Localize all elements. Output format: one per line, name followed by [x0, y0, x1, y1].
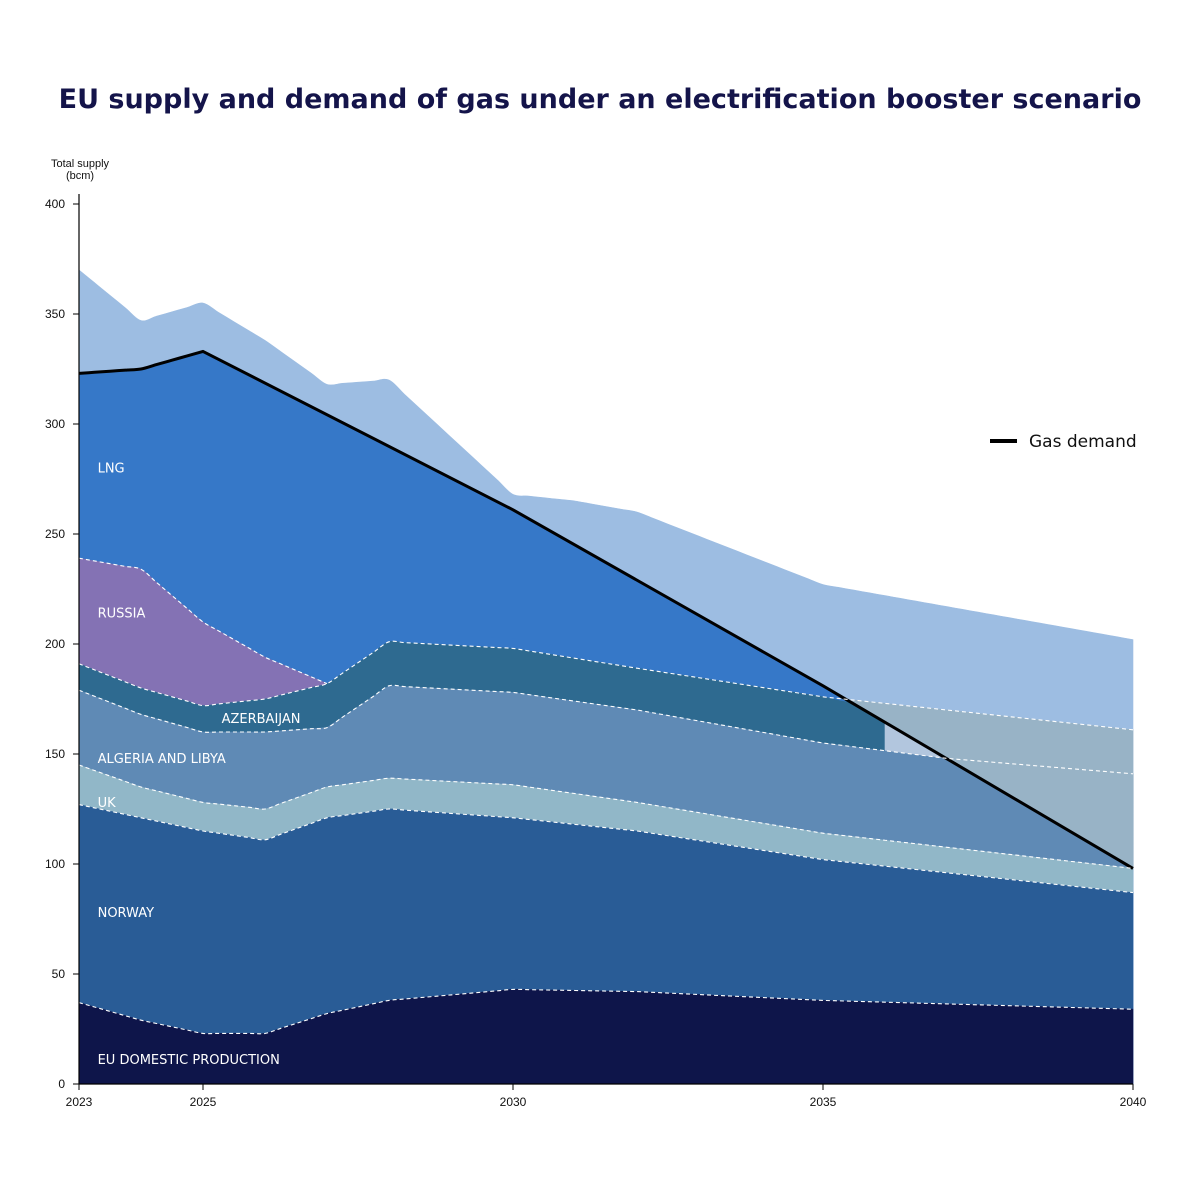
- dashed-line-azerbaijan-top: [78, 640, 1134, 731]
- gas-demand-line: [78, 349, 1134, 870]
- y-tick-label: 100: [45, 857, 65, 871]
- y-tick-label: 250: [45, 527, 65, 541]
- x-tick-label: 2040: [1120, 1095, 1147, 1109]
- x-tick-label: 2025: [190, 1095, 217, 1109]
- x-tick-label: 2023: [66, 1095, 93, 1109]
- chart-title: EU supply and demand of gas under an ele…: [58, 84, 1142, 115]
- y-tick-label: 200: [45, 637, 65, 651]
- dashed-line-russia-top: [78, 557, 328, 685]
- area-layers: [78, 269, 1134, 1085]
- y-axis-title: (bcm): [66, 170, 94, 182]
- y-tick-label: 400: [45, 197, 65, 211]
- y-tick-label: 300: [45, 417, 65, 431]
- dashed-boundaries: [78, 557, 1134, 1035]
- y-tick-label: 0: [58, 1077, 65, 1091]
- dashed-line-eu-domestic-top: [78, 988, 1134, 1035]
- area-label-uk: UK: [98, 796, 117, 811]
- area-label-azerbaijan: AZERBAIJAN: [222, 712, 301, 727]
- legend-gas-demand-label: Gas demand: [1029, 432, 1137, 452]
- area-label-russia: RUSSIA: [98, 607, 146, 622]
- dashed-line-algeria-libya-top: [78, 684, 1134, 775]
- area-label-algeria-and-libya: ALGERIA AND LIBYA: [98, 752, 226, 767]
- area-labels: LNG RUSSIA AZERBAIJAN ALGERIA AND LIBYA UK NO…: [98, 461, 301, 1068]
- x-tick-label: 2030: [500, 1095, 527, 1109]
- y-tick-label: 50: [52, 967, 66, 981]
- legend: Gas demand: [990, 432, 1137, 452]
- dashed-line-norway-top: [78, 804, 1134, 894]
- area-label-eu-domestic-production: EU DOMESTIC PRODUCTION: [98, 1053, 280, 1068]
- area-label-lng: LNG: [98, 461, 125, 476]
- area-label-norway: NORWAY: [98, 906, 154, 921]
- axes: 0 50 100 150 200 250 300 350 400 2023 2025 2030 2035…: [45, 158, 1147, 1109]
- y-tick-label: 350: [45, 307, 65, 321]
- y-tick-label: 150: [45, 747, 65, 761]
- x-tick-label: 2035: [810, 1095, 837, 1109]
- y-axis-title: Total supply: [51, 158, 110, 170]
